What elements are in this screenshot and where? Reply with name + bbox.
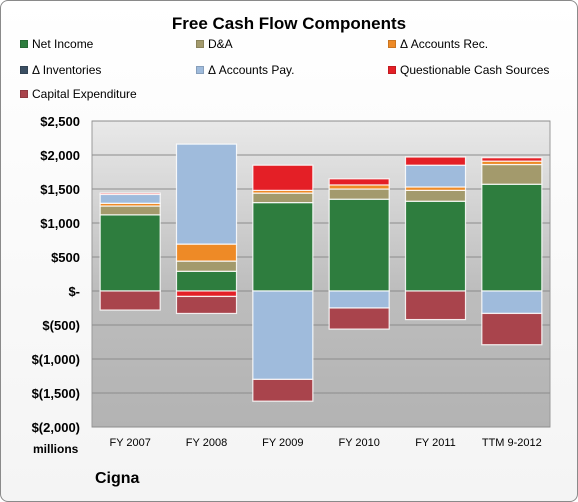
bar-segment xyxy=(404,200,467,292)
legend-item-capex: Capital Expenditure xyxy=(20,87,137,101)
bar-segment xyxy=(481,157,543,162)
bar-segment xyxy=(252,202,314,292)
bar-segment xyxy=(404,290,467,321)
bar-segment xyxy=(481,183,543,292)
x-tick-label: FY 2010 xyxy=(338,437,379,449)
bar-segment xyxy=(328,307,390,330)
y-tick-label: $500 xyxy=(51,250,80,265)
x-tick-label: FY 2009 xyxy=(262,437,303,449)
legend-label-accounts-pay: Δ Accounts Pay. xyxy=(208,63,295,77)
x-tick-label: FY 2007 xyxy=(109,437,150,449)
legend-swatch-questionable-cash xyxy=(388,66,396,74)
bar-segment xyxy=(481,290,543,315)
x-tick-label: TTM 9-2012 xyxy=(482,437,542,449)
bar-segment xyxy=(328,290,390,309)
bar-segment xyxy=(252,290,314,381)
bar-segment xyxy=(175,243,238,262)
bar-segment xyxy=(99,193,161,204)
gridlines xyxy=(92,120,550,428)
bar-segment xyxy=(252,192,314,204)
x-tick-label: FY 2008 xyxy=(186,437,227,449)
legend-item-questionable-cash: Questionable Cash Sources xyxy=(388,63,549,77)
x-tick-label: FY 2011 xyxy=(415,437,456,449)
units-label: millions xyxy=(33,442,79,456)
legend-swatch-net-income xyxy=(20,40,28,48)
bar-segment xyxy=(328,178,390,186)
bar-segment xyxy=(99,214,161,292)
bar-segment xyxy=(404,189,467,202)
legend-swatch-inventories xyxy=(20,66,28,74)
legend-item-accounts-rec: Δ Accounts Rec. xyxy=(388,37,488,51)
bar-segment xyxy=(175,270,238,292)
bar-segment xyxy=(328,188,390,200)
y-tick-label: $2,500 xyxy=(40,114,80,129)
legend-label-capex: Capital Expenditure xyxy=(32,87,137,101)
legend-item-inventories: Δ Inventories xyxy=(20,63,101,77)
x-axis-ticks: FY 2007 FY 2008 FY 2009 FY 2010 FY 2011 TTM 9… xyxy=(109,437,541,449)
bar-segment xyxy=(328,198,390,292)
bars xyxy=(99,143,543,402)
bar-segment xyxy=(99,205,161,216)
bar-segment xyxy=(175,290,238,298)
y-tick-label: $1,000 xyxy=(40,216,80,231)
legend-label-net-income: Net Income xyxy=(32,37,94,51)
legend-label-inventories: Δ Inventories xyxy=(32,63,102,77)
bar-segment xyxy=(99,192,161,196)
y-axis-ticks: $2,500 $2,000 $1,500 $1,000 $500 $- $(500) $(1,… xyxy=(32,114,80,435)
bar-segment xyxy=(252,164,314,191)
legend-swatch-capex xyxy=(20,90,28,98)
legend-label-da: D&A xyxy=(208,37,233,51)
y-tick-label: $2,000 xyxy=(40,148,80,163)
company-name: Cigna xyxy=(95,470,140,487)
bar-segment xyxy=(404,164,467,188)
bar-segment xyxy=(481,312,543,346)
bar-segment xyxy=(404,156,467,166)
chart-title: Free Cash Flow Components xyxy=(171,14,407,33)
y-tick-label: $(2,000) xyxy=(32,420,80,435)
legend-item-net-income: Net Income xyxy=(20,37,93,51)
bar-segment xyxy=(252,378,314,402)
bar-segment xyxy=(481,163,543,185)
plot-area xyxy=(91,120,551,428)
legend-item-accounts-pay: Δ Accounts Pay. xyxy=(196,63,295,77)
legend-label-questionable-cash: Questionable Cash Sources xyxy=(400,63,550,77)
y-tick-label: $(1,500) xyxy=(32,386,80,401)
bar-segment xyxy=(175,260,238,272)
bar-segment xyxy=(328,184,390,190)
bar-segment xyxy=(175,295,238,315)
legend-swatch-da xyxy=(196,40,204,48)
y-tick-label: $1,500 xyxy=(40,182,80,197)
legend-label-accounts-rec: Δ Accounts Rec. xyxy=(400,37,489,51)
legend-swatch-accounts-rec xyxy=(388,40,396,48)
legend-item-da: D&A xyxy=(196,37,233,51)
y-tick-label: $(500) xyxy=(42,318,80,333)
bar-segment xyxy=(99,290,161,311)
legend-swatch-accounts-pay xyxy=(196,66,204,74)
bar-segment xyxy=(175,143,238,245)
y-tick-label: $- xyxy=(68,284,80,299)
y-tick-label: $(1,000) xyxy=(32,352,80,367)
